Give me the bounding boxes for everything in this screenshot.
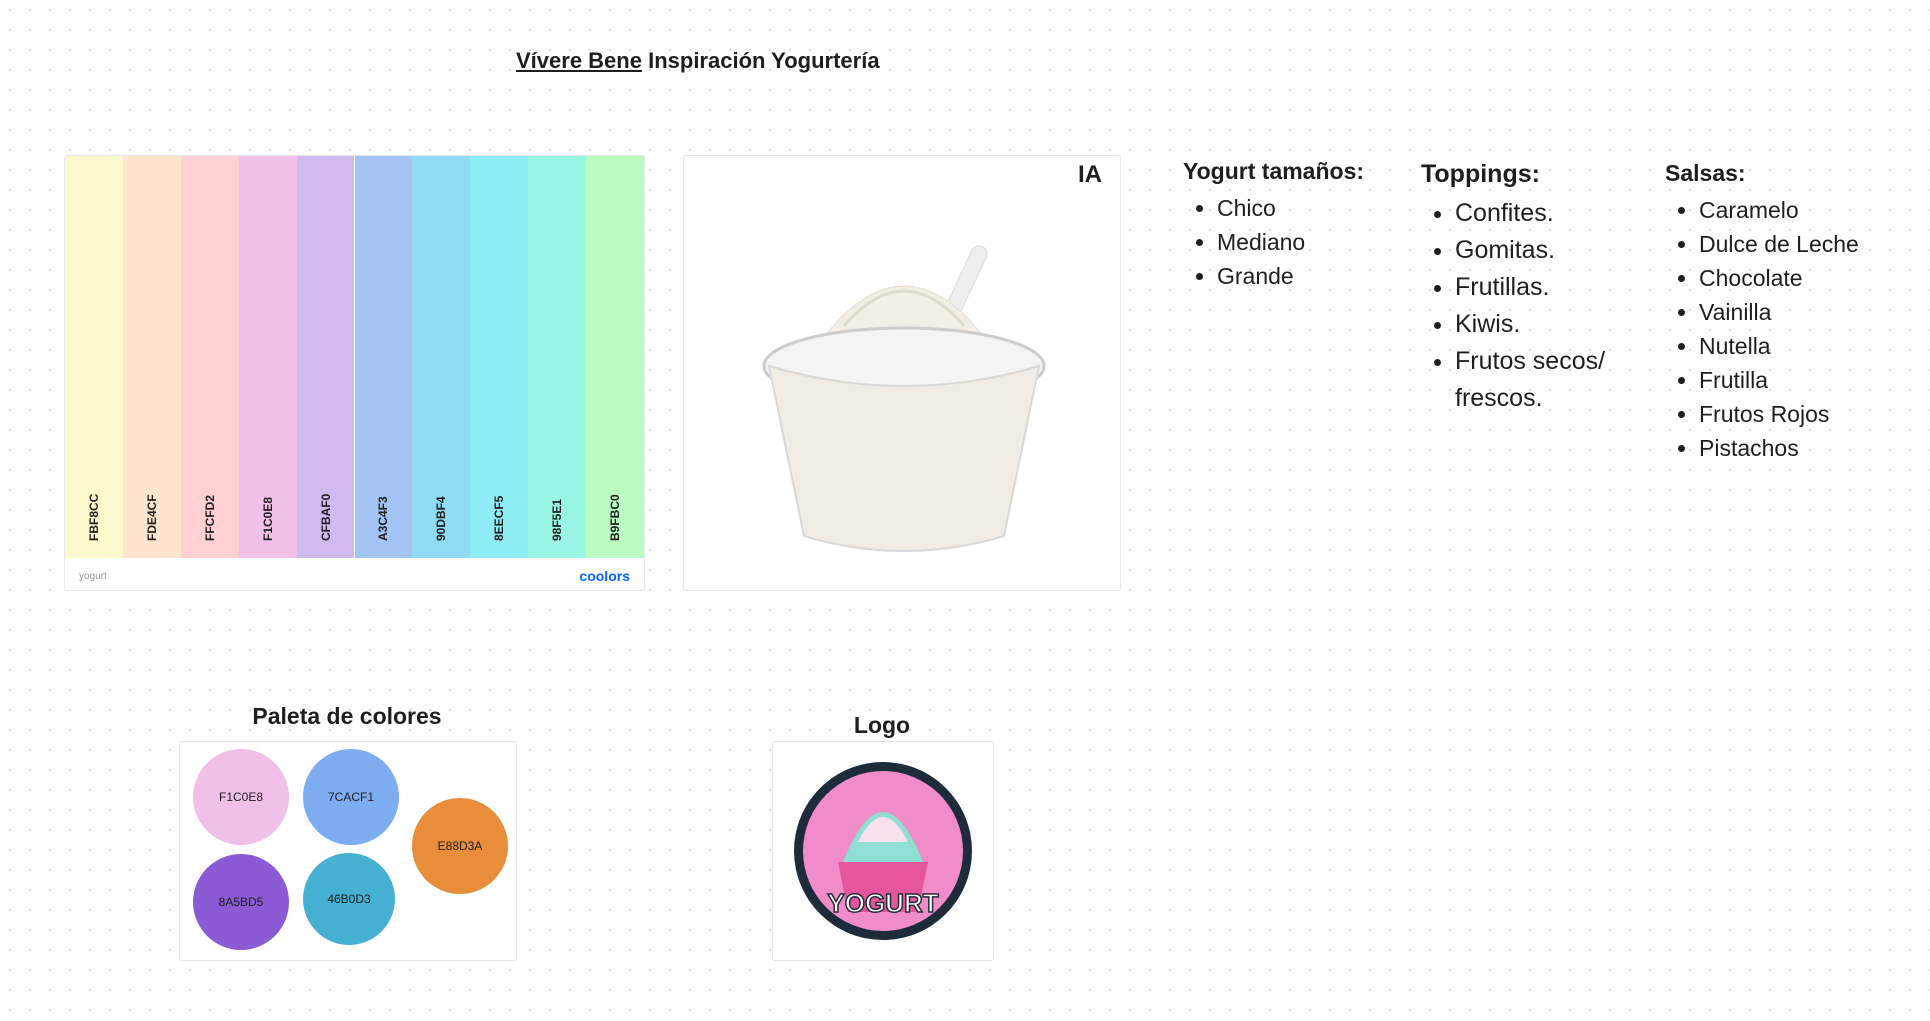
list-item: Chocolate — [1699, 261, 1885, 295]
swatch-code: 90DBF4 — [434, 496, 449, 541]
color-circle[interactable]: E88D3A — [412, 798, 508, 894]
swatch-code: FFCFD2 — [202, 495, 217, 541]
image-card[interactable]: IA — [683, 155, 1121, 591]
list-item: Frutilla — [1699, 363, 1885, 397]
swatch-code: FBF8CC — [86, 493, 101, 541]
list-title: Yogurt tamaños: — [1183, 158, 1365, 184]
list-item: Frutos secos/ frescos. — [1455, 343, 1641, 417]
brand: coolors — [579, 568, 630, 584]
logo-text: YOGURT — [827, 888, 938, 918]
list-item: Chico — [1217, 191, 1403, 225]
color-circle[interactable]: 8A5BD5 — [193, 854, 289, 950]
swatch[interactable]: FFCFD2 — [180, 156, 239, 558]
board-title: Vívere Bene Inspiración Yogurtería — [516, 48, 880, 74]
image-label: IA — [1078, 161, 1102, 188]
swatch[interactable]: B9FBC0 — [586, 156, 644, 558]
list-item: Frutos Rojos — [1699, 397, 1885, 431]
title-text: Inspiración Yogurtería — [648, 48, 880, 73]
title-link[interactable]: Vívere Bene — [516, 48, 642, 73]
swatch[interactable]: 8EECF5 — [470, 156, 529, 558]
list: Confites.Gomitas.Frutillas.Kiwis.Frutos … — [1421, 195, 1641, 417]
list-block: Yogurt tamaños: ChicoMedianoGrande — [1183, 158, 1403, 293]
section-title: Logo — [853, 712, 911, 738]
list-item: Vainilla — [1699, 295, 1885, 329]
color-circle[interactable]: F1C0E8 — [193, 749, 289, 845]
swatch-code: 8EECF5 — [492, 495, 507, 541]
list-block: Toppings: Confites.Gomitas.Frutillas.Kiwi… — [1421, 160, 1641, 417]
section-title: Paleta de colores — [252, 703, 442, 729]
swatch[interactable]: FDE4CF — [122, 156, 181, 558]
color-circle[interactable]: 46B0D3 — [303, 853, 395, 945]
swatch-code: B9FBC0 — [608, 494, 623, 541]
swatch[interactable]: FBF8CC — [65, 156, 123, 558]
list-item: Dulce de Leche — [1699, 227, 1885, 261]
list-item: Confites. — [1455, 195, 1641, 232]
swatch[interactable]: CFBAF0 — [296, 156, 355, 558]
list-title: Toppings: — [1421, 160, 1540, 188]
swatch-code: CFBAF0 — [318, 493, 333, 541]
swatch-code: 98F5E1 — [550, 498, 565, 541]
palette-card[interactable]: yogurt coolors FBF8CC FDE4CF FFCFD2 F1C0E8 C… — [64, 155, 645, 591]
list-item: Mediano — [1217, 225, 1403, 259]
list-item: Pistachos — [1699, 431, 1885, 465]
yogurt-image — [762, 245, 1046, 552]
list-item: Grande — [1217, 259, 1403, 293]
list: CarameloDulce de LecheChocolateVainillaN… — [1665, 193, 1885, 465]
swatch[interactable]: F1C0E8 — [238, 156, 297, 558]
list-block: Salsas: CarameloDulce de LecheChocolateVa… — [1665, 160, 1885, 465]
logo-image: YOGURT — [794, 762, 972, 940]
list-item: Caramelo — [1699, 193, 1885, 227]
swatch-code: FDE4CF — [144, 494, 159, 541]
list-item: Kiwis. — [1455, 306, 1641, 343]
list-item: Frutillas. — [1455, 269, 1641, 306]
logo-card[interactable]: YOGURT — [772, 741, 994, 961]
swatch-code: F1C0E8 — [260, 496, 275, 541]
list-title: Salsas: — [1665, 160, 1746, 186]
palette-name: yogurt — [79, 571, 107, 582]
list-item: Gomitas. — [1455, 232, 1641, 269]
swatch[interactable]: 98F5E1 — [528, 156, 587, 558]
swatch[interactable]: A3C4F3 — [354, 156, 413, 558]
list: ChicoMedianoGrande — [1183, 191, 1403, 293]
swatch[interactable]: 90DBF4 — [412, 156, 471, 558]
list-item: Nutella — [1699, 329, 1885, 363]
color-circle[interactable]: 7CACF1 — [303, 749, 399, 845]
swatch-code: A3C4F3 — [376, 496, 391, 541]
